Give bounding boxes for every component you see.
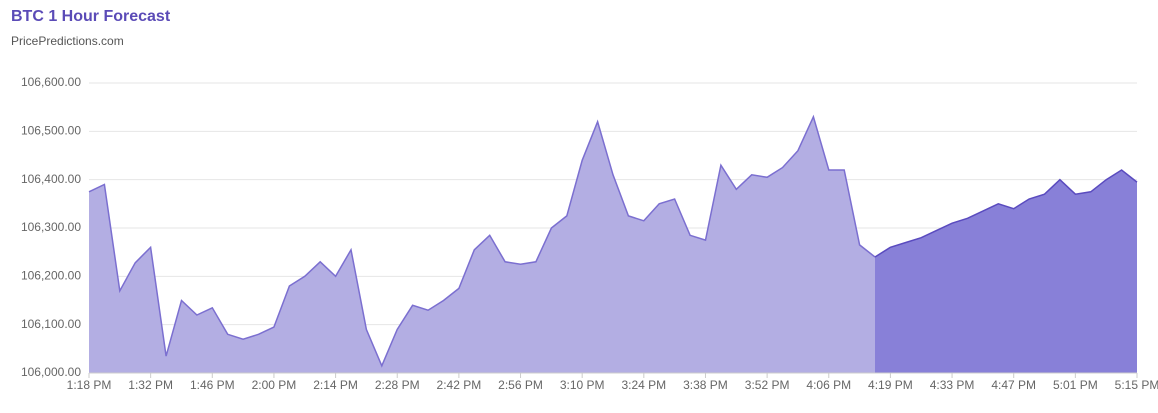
x-tick-label: 1:32 PM [128,378,173,392]
area [89,116,875,374]
chart-title: BTC 1 Hour Forecast [11,8,171,25]
y-tick-label: 106,400.00 [21,172,81,186]
x-tick-label: 4:06 PM [806,378,851,392]
x-tick-label: 5:15 PM [1115,378,1158,392]
x-tick-label: 2:42 PM [437,378,482,392]
y-tick-label: 106,300.00 [21,220,81,234]
x-tick-label: 3:24 PM [621,378,666,392]
x-tick-label: 2:28 PM [375,378,420,392]
y-tick-label: 106,500.00 [21,124,81,138]
chart-subtitle: PricePredictions.com [11,34,124,48]
x-tick-label: 2:00 PM [252,378,297,392]
y-tick-label: 106,000.00 [21,365,81,379]
line [874,169,1138,258]
x-tick-label: 5:01 PM [1053,378,1098,392]
x-tick-label: 2:14 PM [313,378,358,392]
x-tick-label: 1:46 PM [190,378,235,392]
x-tick-label: 3:52 PM [745,378,790,392]
x-tick-label: 4:47 PM [991,378,1036,392]
y-tick-label: 106,200.00 [21,269,81,283]
x-tick-label: 4:19 PM [868,378,913,392]
x-tick-label: 3:10 PM [560,378,605,392]
area [875,170,1137,373]
x-tick-label: 1:18 PM [67,378,112,392]
y-tick-label: 106,600.00 [21,75,81,89]
x-tick-label: 4:33 PM [930,378,975,392]
line [88,114,876,368]
y-tick-label: 106,100.00 [21,317,81,331]
x-tick-label: 2:56 PM [498,378,543,392]
x-tick-label: 3:38 PM [683,378,728,392]
